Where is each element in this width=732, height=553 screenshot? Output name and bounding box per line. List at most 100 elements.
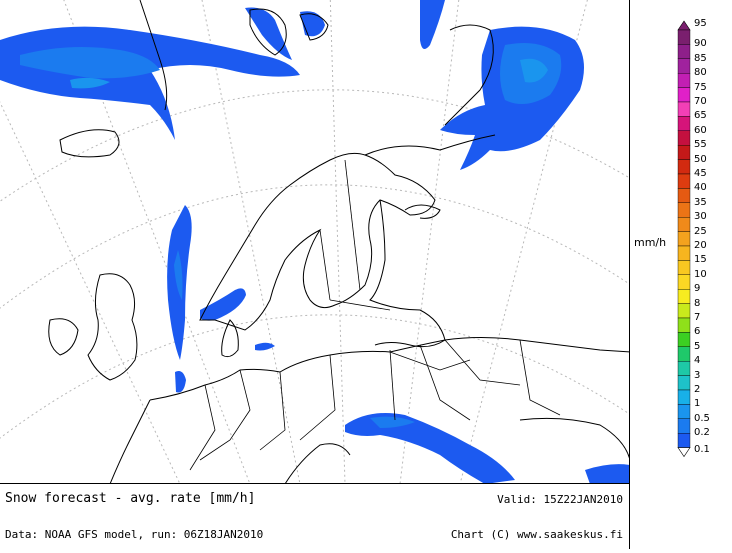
legend-label: 35 (694, 196, 707, 208)
legend-swatch (677, 375, 691, 391)
legend-swatch (677, 245, 691, 261)
snow-area-greenland-sea (0, 26, 300, 141)
legend-swatch (677, 202, 691, 218)
valid-time: Valid: 15Z22JAN2010 (497, 493, 623, 506)
legend-label: 55 (694, 139, 707, 151)
legend-swatch (677, 101, 691, 117)
snow-area-baltic-dot (255, 342, 275, 351)
legend-swatch (677, 418, 691, 434)
legend-swatch (677, 188, 691, 203)
coast-white-sea (404, 204, 441, 219)
legend-label: 5 (694, 340, 701, 352)
legend-label: 85 (694, 52, 707, 64)
legend-swatch (677, 116, 691, 132)
map-title: Snow forecast - avg. rate [mm/h] (5, 491, 256, 506)
legend-label: 1 (694, 398, 701, 410)
legend-swatch (677, 433, 691, 448)
map-caption: Snow forecast - avg. rate [mm/h] Valid: … (0, 484, 630, 549)
snow-area-black-sea-edge (585, 464, 629, 483)
legend-swatch (677, 303, 691, 319)
legend-swatch (677, 87, 691, 103)
forecast-map (0, 0, 630, 484)
legend-swatch (677, 130, 691, 146)
legend-label: 20 (694, 240, 707, 251)
graticule (0, 0, 629, 483)
legend-swatch (677, 144, 691, 160)
legend-swatch (677, 159, 691, 175)
legend-label: 45 (694, 168, 707, 179)
legend-label: 7 (694, 312, 701, 323)
data-source: Data: NOAA GFS model, run: 06Z18JAN2010 (5, 528, 264, 541)
legend-label: 0.2 (694, 427, 710, 439)
legend-swatch (677, 173, 691, 189)
legend-label: 60 (694, 124, 707, 136)
coast-adriatic (285, 443, 351, 483)
legend-label: 75 (694, 81, 707, 93)
coast-continent (149, 337, 629, 401)
land-outlines (48, 0, 629, 483)
coast-black-sea (519, 417, 629, 459)
coast-ireland (48, 318, 79, 356)
snow-area-skagerrak (200, 288, 246, 321)
snow-area-svalbard (245, 7, 292, 60)
coast-svalbard-2 (299, 13, 329, 41)
coast-denmark (221, 319, 239, 358)
legend-label: 40 (694, 182, 707, 194)
legend-label: 3 (694, 369, 701, 381)
coast-barents (364, 134, 496, 156)
snow-area-balkans (345, 413, 515, 483)
snow-area-top-arc (420, 0, 445, 49)
legend-label: 80 (694, 67, 707, 79)
legend-top-arrow (677, 20, 691, 31)
legend-unit: mm/h (634, 236, 667, 249)
legend-label: 95 (694, 18, 707, 29)
coast-iceland (59, 129, 120, 158)
coast-scandinavia (199, 152, 436, 331)
legend-swatch (677, 274, 691, 290)
legend-label: 50 (694, 153, 707, 165)
legend-label: 25 (694, 225, 707, 237)
legend-label: 65 (694, 110, 707, 122)
coast-novaya-zemlya (444, 24, 494, 126)
snow-area-north-sea-dot (175, 371, 186, 393)
legend-label: 6 (694, 326, 701, 338)
coast-france (109, 399, 151, 483)
snow-area-norwegian-sea-core (174, 250, 183, 300)
legend-swatch (677, 72, 691, 88)
snow-area-greenland-sea-peak (70, 77, 110, 89)
legend-swatch (677, 361, 691, 376)
coast-greenland-east (139, 0, 168, 111)
legend-label: 15 (694, 254, 707, 266)
country-borders (189, 159, 561, 471)
legend-label: 2 (694, 384, 701, 395)
coast-uk (87, 273, 138, 381)
legend-label: 30 (694, 211, 707, 223)
legend-label: 8 (694, 297, 701, 309)
coast-svalbard (249, 8, 287, 56)
legend-bottom-arrow (677, 447, 691, 458)
legend-label: 70 (694, 96, 707, 107)
legend-swatch (677, 389, 691, 405)
legend-label: 0.1 (694, 443, 710, 455)
legend-swatch (677, 216, 691, 232)
legend-swatch (677, 346, 691, 362)
legend-swatch (677, 58, 691, 74)
legend-swatch (677, 29, 691, 45)
legend-swatch (677, 231, 691, 247)
legend-swatch (677, 289, 691, 304)
chart-credit: Chart (C) www.saakeskus.fi (450, 528, 623, 541)
legend-swatch (677, 260, 691, 275)
legend-label: 9 (694, 283, 701, 295)
legend-label: 90 (694, 38, 707, 50)
legend-swatch (677, 332, 691, 347)
legend-swatch (677, 317, 691, 333)
legend-swatch (677, 44, 691, 60)
snow-area-greenland-sea-core (20, 46, 160, 79)
legend-colorbar (677, 20, 691, 458)
legend (631, 0, 732, 549)
coast-finland-baltic (369, 199, 446, 348)
snow-area-balkans-core (370, 416, 415, 428)
legend-label: 0.5 (694, 412, 710, 424)
snow-area-ural-peak (520, 58, 548, 83)
legend-swatch (677, 404, 691, 419)
